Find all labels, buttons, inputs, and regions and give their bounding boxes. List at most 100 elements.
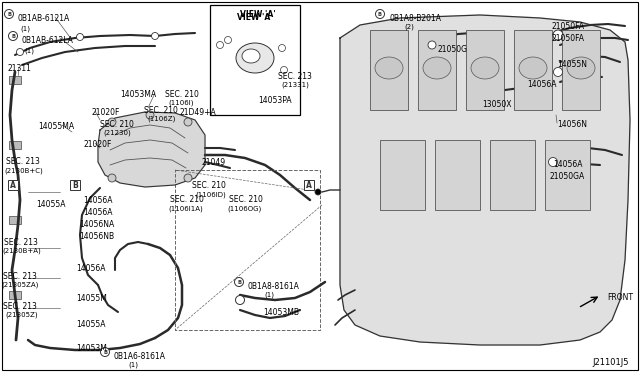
Text: SEC. 210: SEC. 210: [192, 181, 226, 190]
Ellipse shape: [236, 43, 274, 73]
Text: SEC. 213: SEC. 213: [3, 272, 37, 281]
Circle shape: [315, 189, 321, 195]
Text: 14056A: 14056A: [553, 160, 582, 169]
Text: 14056N: 14056N: [557, 120, 587, 129]
Text: 14056A: 14056A: [83, 208, 113, 217]
Text: FRONT: FRONT: [607, 293, 633, 302]
Bar: [9, 216, 21, 224]
Circle shape: [108, 118, 116, 126]
Bar: [9, 291, 21, 299]
Text: SEC. 213: SEC. 213: [278, 72, 312, 81]
Bar: [210, 5, 300, 115]
Circle shape: [108, 174, 116, 182]
Ellipse shape: [423, 57, 451, 79]
Text: 21020F: 21020F: [92, 108, 120, 117]
Ellipse shape: [519, 57, 547, 79]
Text: SEC. 210: SEC. 210: [100, 120, 134, 129]
Text: 14056A: 14056A: [76, 264, 106, 273]
Circle shape: [8, 32, 17, 41]
Text: 14055M: 14055M: [76, 294, 107, 303]
Circle shape: [216, 42, 223, 48]
Text: 21050GA: 21050GA: [550, 172, 585, 181]
Text: 0B1A8-8161A: 0B1A8-8161A: [248, 282, 300, 291]
Text: (2130B+C): (2130B+C): [4, 167, 43, 173]
Text: (1106I): (1106I): [168, 100, 193, 106]
Circle shape: [77, 33, 83, 41]
Bar: [70, 180, 80, 190]
Text: (21305Z): (21305Z): [5, 312, 38, 318]
Polygon shape: [340, 15, 630, 345]
Text: SEC. 210: SEC. 210: [170, 195, 204, 204]
Bar: [466, 30, 504, 110]
Text: (1): (1): [264, 292, 274, 298]
Circle shape: [234, 278, 243, 286]
Text: 0B1AB-612LA: 0B1AB-612LA: [22, 36, 74, 45]
Text: SEC. 213: SEC. 213: [3, 302, 37, 311]
Text: (1): (1): [24, 47, 34, 54]
Bar: [514, 30, 552, 110]
Bar: [304, 180, 314, 190]
Text: 14055A: 14055A: [36, 200, 65, 209]
Text: SEC. 210: SEC. 210: [165, 90, 199, 99]
Text: (1106ID): (1106ID): [195, 191, 226, 198]
Text: B: B: [72, 180, 78, 189]
Text: B: B: [378, 12, 382, 16]
Text: (1106Z): (1106Z): [147, 116, 175, 122]
Text: A: A: [10, 180, 16, 189]
Text: B: B: [103, 350, 107, 355]
Circle shape: [376, 10, 385, 19]
Text: 14053M: 14053M: [76, 344, 107, 353]
Text: 0B1AB-6121A: 0B1AB-6121A: [18, 14, 70, 23]
Text: SEC. 213: SEC. 213: [6, 157, 40, 166]
Circle shape: [554, 67, 563, 77]
Text: J21101J5: J21101J5: [592, 358, 628, 367]
Text: 14055MA: 14055MA: [38, 122, 74, 131]
Bar: [9, 141, 21, 149]
Text: 14055A: 14055A: [76, 320, 106, 329]
Bar: [9, 76, 21, 84]
Circle shape: [17, 48, 24, 55]
Text: 0B1A6-8161A: 0B1A6-8161A: [114, 352, 166, 361]
Circle shape: [278, 45, 285, 51]
Circle shape: [548, 157, 557, 167]
Circle shape: [553, 30, 563, 40]
Text: 14053PA: 14053PA: [258, 96, 292, 105]
Text: (21230): (21230): [103, 130, 131, 137]
Text: 21049: 21049: [202, 158, 226, 167]
Text: 21050FA: 21050FA: [551, 34, 584, 43]
Text: SEC. 213: SEC. 213: [4, 238, 38, 247]
Text: (1106OG): (1106OG): [227, 205, 261, 212]
Bar: [8, 180, 18, 190]
Text: (1): (1): [20, 25, 30, 32]
Bar: [490, 140, 535, 210]
Text: B: B: [237, 279, 241, 285]
Text: (21331): (21331): [281, 82, 309, 89]
Text: VIEW 'A': VIEW 'A': [237, 13, 273, 22]
Text: 14056NB: 14056NB: [79, 232, 114, 241]
Text: 21050FA: 21050FA: [551, 22, 584, 31]
Text: 14053MB: 14053MB: [263, 308, 299, 317]
Text: 21020F: 21020F: [84, 140, 113, 149]
Text: A: A: [306, 180, 312, 189]
Circle shape: [428, 41, 436, 49]
Text: 14056A: 14056A: [83, 196, 113, 205]
Text: 14055N: 14055N: [557, 60, 587, 69]
Text: 13050X: 13050X: [482, 100, 511, 109]
Text: (2130B+A): (2130B+A): [2, 248, 41, 254]
Bar: [370, 30, 408, 110]
Ellipse shape: [567, 57, 595, 79]
Text: 14056A: 14056A: [527, 80, 557, 89]
Text: 21D49+A: 21D49+A: [180, 108, 217, 117]
Text: (1106I1A): (1106I1A): [168, 205, 203, 212]
Text: (2): (2): [404, 24, 414, 31]
Circle shape: [184, 174, 192, 182]
Text: SEC. 210: SEC. 210: [144, 106, 178, 115]
Text: VIEW 'A': VIEW 'A': [240, 10, 276, 19]
Circle shape: [280, 67, 287, 74]
Circle shape: [236, 295, 244, 305]
Text: SEC. 210: SEC. 210: [229, 195, 263, 204]
Bar: [562, 30, 600, 110]
Ellipse shape: [471, 57, 499, 79]
Circle shape: [152, 32, 159, 39]
Circle shape: [4, 10, 13, 19]
